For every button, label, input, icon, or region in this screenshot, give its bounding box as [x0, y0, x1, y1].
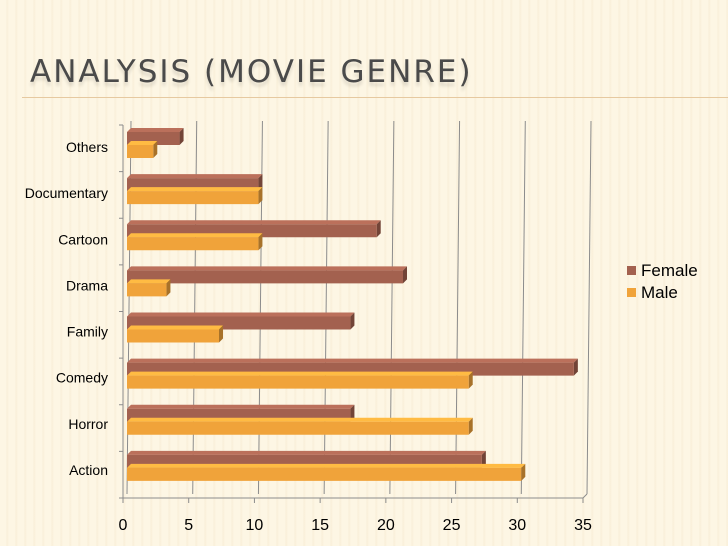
- category-label-documentary: Documentary: [25, 185, 108, 201]
- category-label-family: Family: [67, 324, 108, 340]
- category-label-action: Action: [69, 462, 108, 478]
- category-label-others: Others: [66, 139, 108, 155]
- gridline-25: [455, 120, 461, 495]
- legend-label-female: Female: [641, 261, 698, 280]
- x-tick-label-5: 5: [184, 517, 193, 534]
- x-axis-line: [123, 493, 588, 499]
- bar-male-others: [127, 141, 158, 158]
- gridline-15: [323, 120, 329, 495]
- category-label-cartoon: Cartoon: [58, 231, 108, 247]
- category-label-comedy: Comedy: [56, 370, 108, 386]
- title-underline: [22, 97, 728, 98]
- bars: [127, 128, 578, 481]
- x-tick-label-15: 15: [311, 517, 329, 534]
- tick-labels: Others Documentary Cartoon Drama Family Comed…: [25, 139, 592, 534]
- category-label-horror: Horror: [68, 416, 108, 432]
- bar-male-drama: [127, 279, 171, 297]
- gridline-30: [520, 120, 526, 495]
- bar-male-comedy: [127, 371, 473, 389]
- legend-swatch-male: [627, 288, 636, 297]
- gridline-35: [586, 120, 592, 495]
- x-tick-label-10: 10: [246, 517, 264, 534]
- category-label-drama: Drama: [66, 277, 108, 293]
- gridline-20: [389, 120, 395, 495]
- bar-female-drama: [127, 266, 407, 284]
- bar-male-horror: [127, 417, 473, 435]
- legend-label-male: Male: [641, 283, 678, 302]
- legend: Female Male: [627, 261, 698, 302]
- x-tick-label-30: 30: [508, 517, 526, 534]
- x-tick-label-0: 0: [119, 517, 128, 534]
- x-tick-label-25: 25: [443, 517, 461, 534]
- bar-male-family: [127, 325, 223, 343]
- legend-swatch-female: [627, 266, 636, 275]
- x-tick-label-35: 35: [574, 517, 592, 534]
- slide-title: ANALYSIS (MOVIE GENRE): [30, 54, 473, 90]
- bar-male-documentary: [127, 187, 263, 205]
- x-tick-label-20: 20: [377, 517, 395, 534]
- bar-male-cartoon: [127, 233, 263, 251]
- bar-male-action: [127, 463, 526, 481]
